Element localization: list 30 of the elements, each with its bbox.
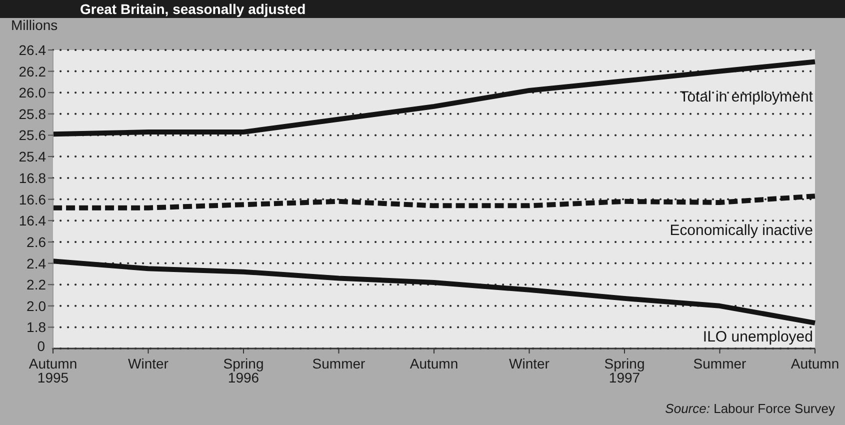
- chart-title: Great Britain, seasonally adjusted: [0, 0, 845, 18]
- y-tick-label: 26.0: [18, 84, 46, 101]
- source-note: Source: Labour Force Survey: [665, 401, 835, 416]
- x-tick-label: Spring 1997: [604, 355, 645, 386]
- y-tick-label: 26.4: [18, 42, 46, 58]
- y-axis-title: Millions: [11, 17, 58, 33]
- y-tick-label: 16.4: [18, 212, 46, 228]
- y-tick-label: 25.4: [18, 148, 46, 164]
- x-tick-label: Spring 1996: [223, 355, 264, 386]
- y-tick-label: 16.6: [18, 191, 46, 208]
- x-tick-label: Winter: [128, 355, 169, 372]
- y-tick-label: 16.8: [18, 170, 46, 186]
- y-tick-label: 2.2: [26, 276, 46, 292]
- x-tick-label: Summer: [312, 355, 366, 372]
- x-tick-label: Autumn 1995: [28, 355, 78, 386]
- y-tick-label: 2.6: [26, 234, 46, 250]
- series-label: Economically inactive: [670, 222, 813, 239]
- y-tick-label: 2.0: [26, 298, 46, 314]
- x-tick-label: Autumn: [790, 355, 840, 372]
- y-tick-label: 1.8: [26, 318, 46, 335]
- y-tick-label: 2.4: [26, 254, 46, 271]
- series-label: Total in employment: [680, 88, 814, 106]
- x-tick-label: Winter: [509, 355, 550, 372]
- y-tick-label: 25.6: [18, 127, 46, 144]
- y-tick-label: 25.8: [18, 106, 46, 122]
- text: 0: [37, 338, 45, 354]
- y-tick-label: 26.2: [18, 63, 46, 80]
- x-tick-label: Autumn: [410, 355, 458, 372]
- series-label: ILO unemployed: [702, 328, 813, 346]
- x-tick-label: Summer: [693, 355, 747, 372]
